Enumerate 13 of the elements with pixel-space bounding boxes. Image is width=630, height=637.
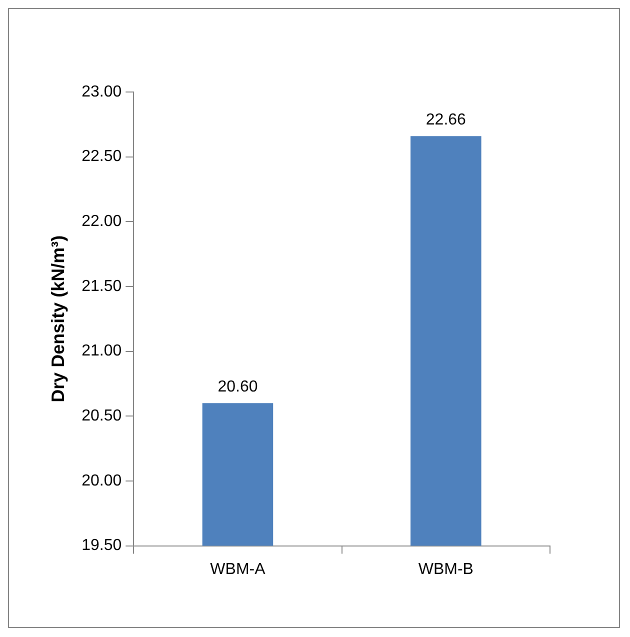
y-tick-label: 21.00 <box>82 342 122 360</box>
y-tick-label: 20.00 <box>82 472 122 490</box>
y-tick-label: 23.00 <box>82 83 122 100</box>
y-tick-label: 22.00 <box>82 213 122 230</box>
y-tick-label: 21.50 <box>82 278 122 295</box>
x-tick-label: WBM-A <box>210 560 266 578</box>
data-label: 20.60 <box>218 378 258 396</box>
y-tick-label: 22.50 <box>82 148 122 166</box>
y-tick-label: 20.50 <box>82 408 122 425</box>
data-label: 22.66 <box>426 111 466 128</box>
y-axis-title: Dry Density (kN/m³) <box>48 235 68 402</box>
y-tick-label: 19.50 <box>82 537 122 554</box>
x-tick-label: WBM-B <box>418 560 474 578</box>
